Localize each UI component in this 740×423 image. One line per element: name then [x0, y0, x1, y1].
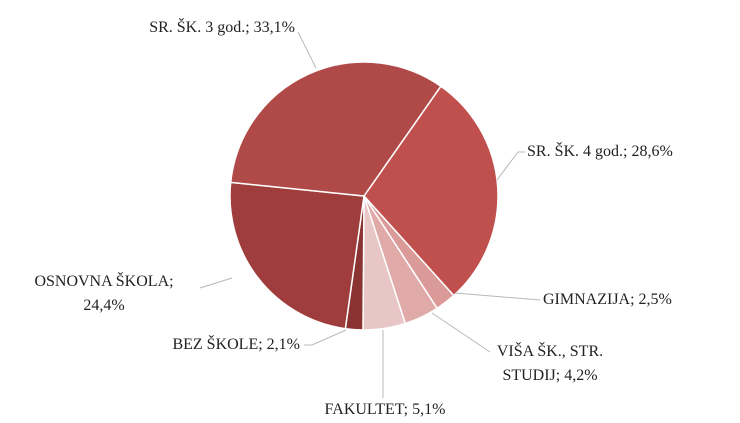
data-label: BEZ ŠKOLE; 2,1%	[172, 334, 300, 353]
leader-line	[199, 277, 233, 289]
data-label: VIŠA ŠK., STR. STUDIJ; 4,2%	[497, 341, 603, 384]
pie-slice	[229, 181, 365, 330]
data-label: OSNOVNA ŠKOLA; 24,4%	[34, 271, 173, 314]
data-label-line: FAKULTET; 5,1%	[325, 401, 446, 418]
data-label-line: SR. ŠK. 3 god.; 33,1%	[149, 17, 295, 36]
data-label-line: GIMNAZIJA; 2,5%	[543, 291, 672, 308]
data-label-line: VIŠA ŠK., STR.	[497, 341, 603, 360]
data-label: GIMNAZIJA; 2,5%	[543, 291, 672, 308]
data-label: SR. ŠK. 3 god.; 33,1%	[149, 17, 295, 36]
data-label-line: 24,4%	[83, 297, 124, 314]
pie-slice	[363, 85, 499, 297]
data-label-line: SR. ŠK. 4 god.; 28,6%	[527, 141, 673, 160]
leader-line	[304, 329, 347, 346]
data-label: FAKULTET; 5,1%	[325, 401, 446, 418]
data-label: SR. ŠK. 4 god.; 28,6%	[527, 141, 673, 160]
leader-line	[297, 31, 317, 69]
leader-line	[454, 292, 541, 301]
leader-line	[431, 312, 491, 353]
data-label-line: OSNOVNA ŠKOLA;	[34, 271, 173, 290]
leader-line	[496, 151, 525, 181]
data-label-line: BEZ ŠKOLE; 2,1%	[172, 334, 300, 353]
data-label-line: STUDIJ; 4,2%	[502, 367, 597, 384]
pie-slice	[229, 61, 442, 197]
